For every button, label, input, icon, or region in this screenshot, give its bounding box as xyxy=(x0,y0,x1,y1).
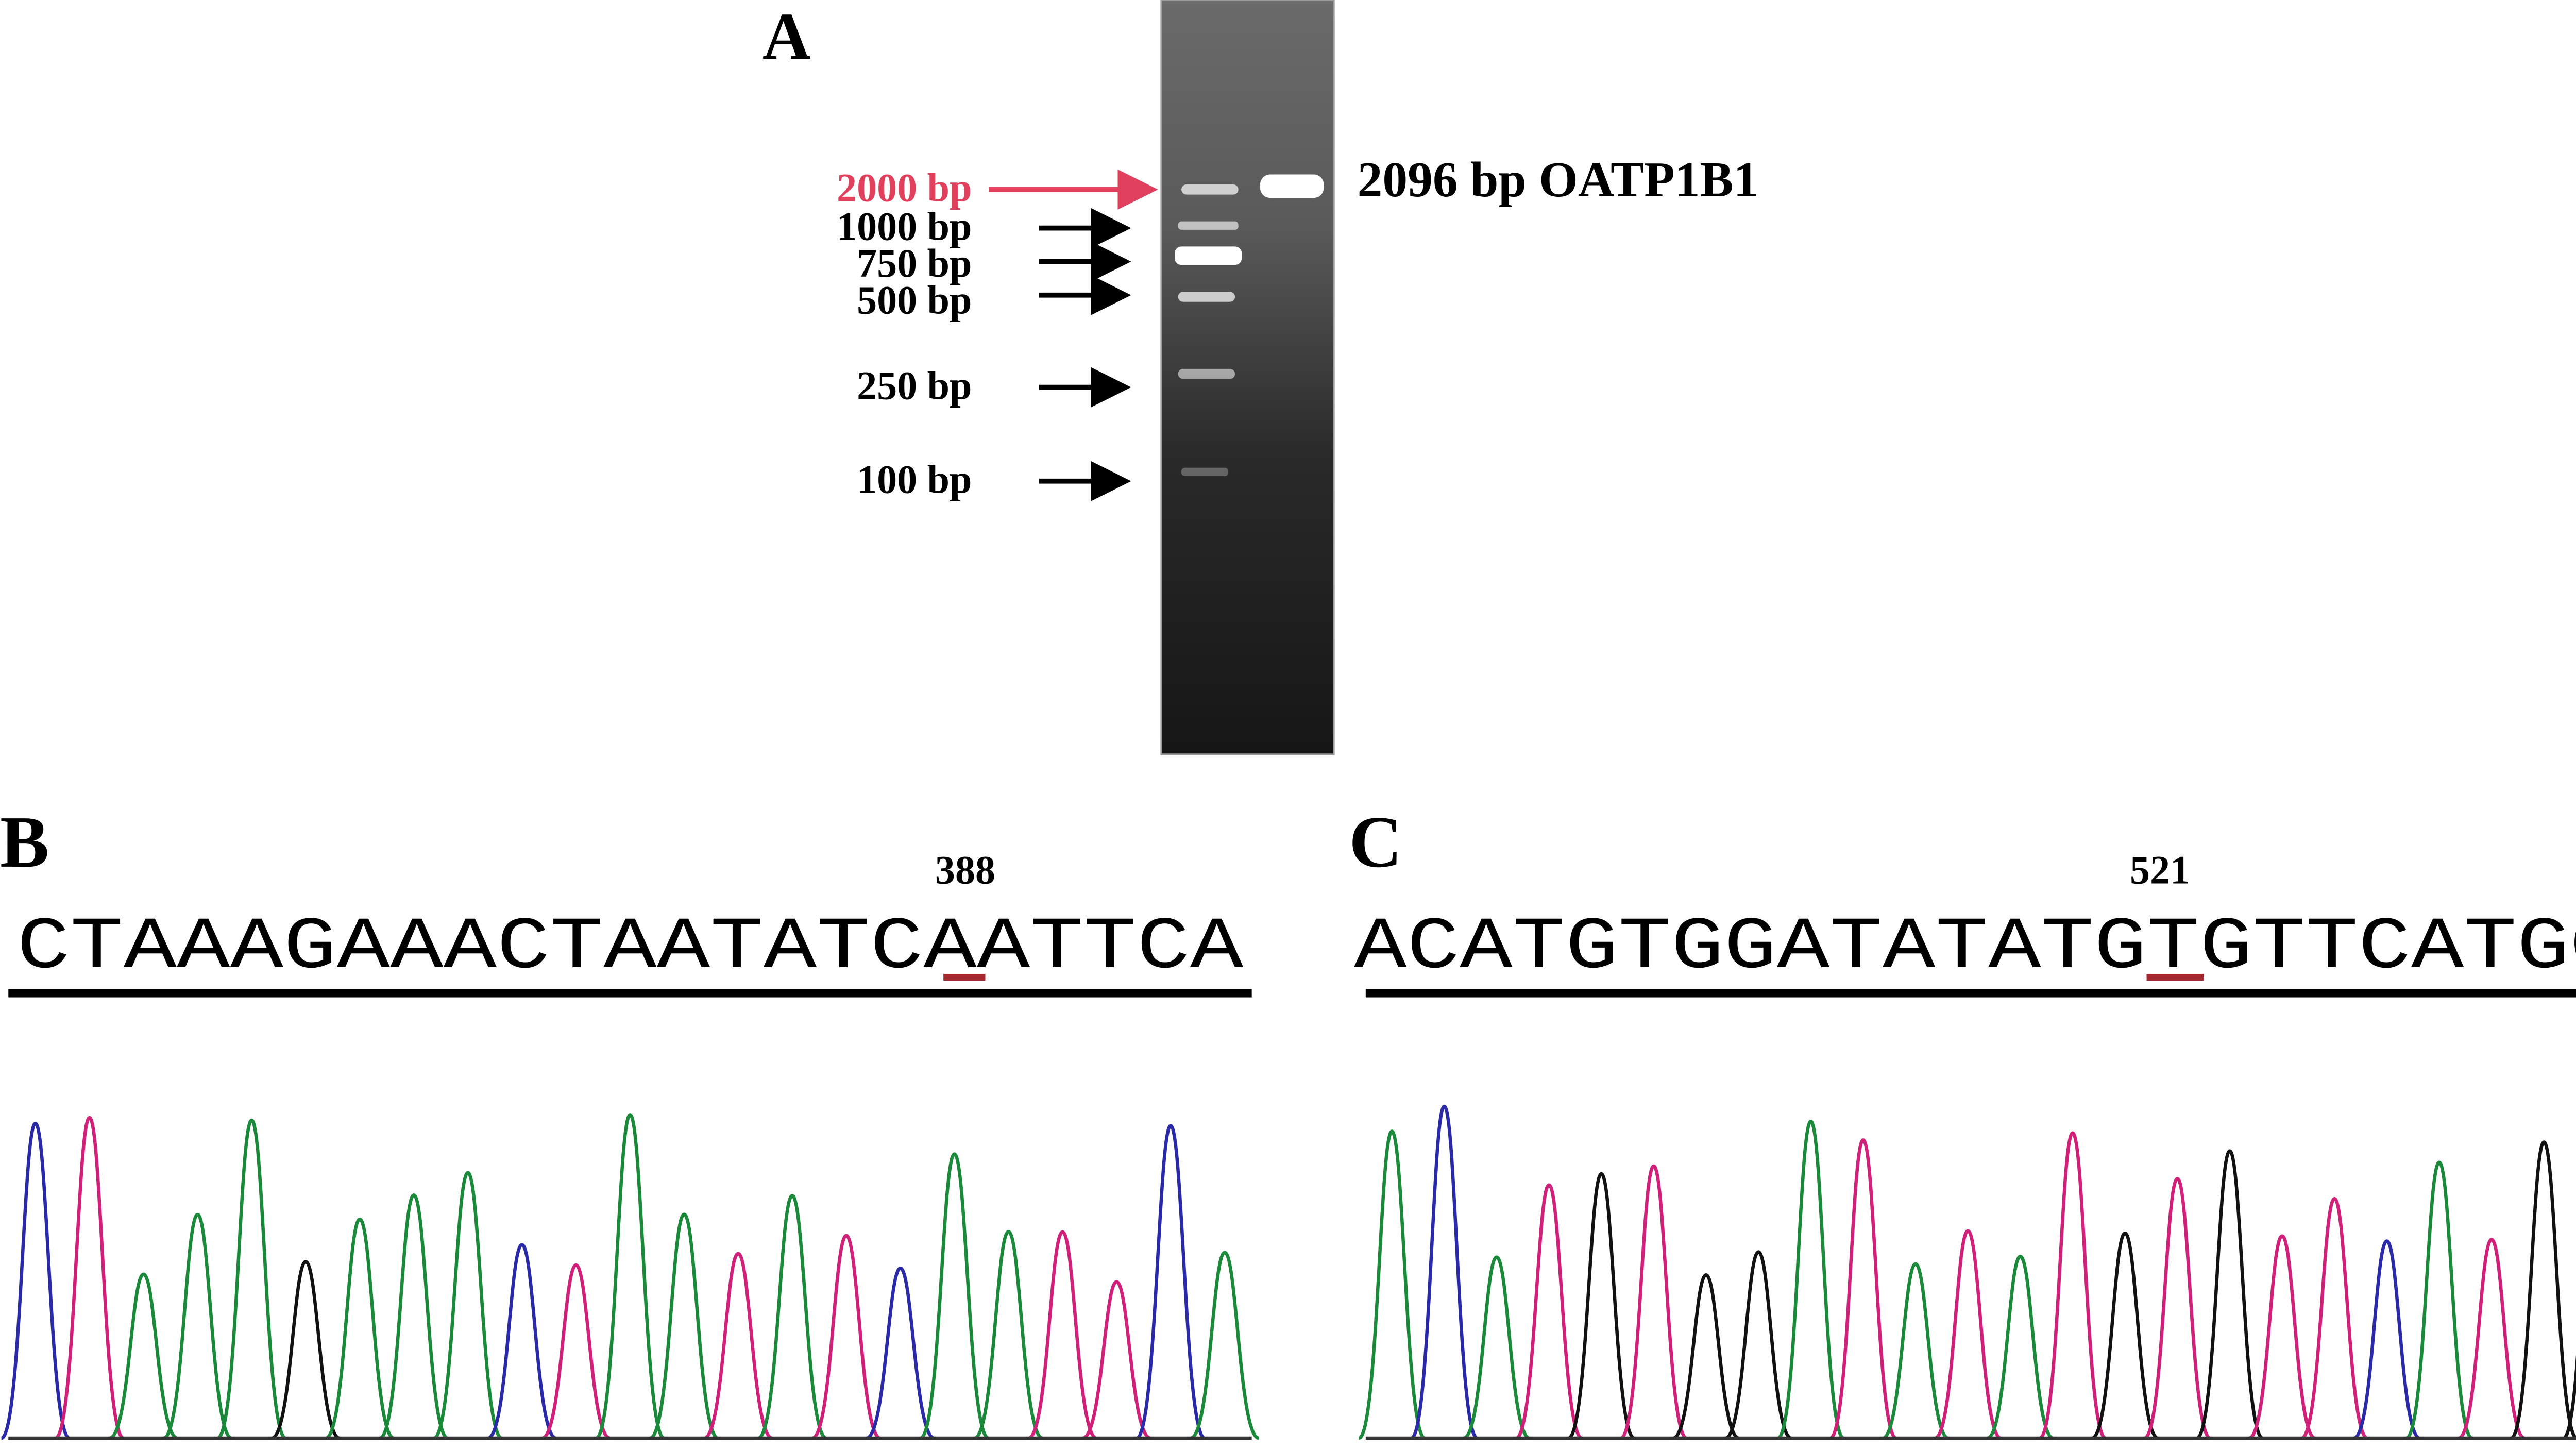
sequence-bar xyxy=(8,989,1252,998)
panel-label: A xyxy=(762,0,811,74)
trace-peak xyxy=(1358,1129,1426,1440)
trace-peak xyxy=(1934,1229,2002,1440)
trace-peak xyxy=(2143,1177,2211,1440)
trace-peak xyxy=(1882,1262,1950,1440)
trace-peak xyxy=(2091,1231,2159,1440)
trace-peak xyxy=(54,1116,125,1440)
sequence-bar xyxy=(1365,989,2576,998)
position-label: 388 xyxy=(935,847,995,892)
trace-peak xyxy=(0,1121,71,1440)
ladder-label: 250 bp xyxy=(857,363,972,408)
trace-peak xyxy=(1620,1164,1688,1440)
trace-peak xyxy=(649,1212,719,1440)
trace-peak xyxy=(1515,1183,1583,1440)
trace-peak xyxy=(2405,1160,2473,1440)
trace-peak xyxy=(325,1217,395,1440)
sequence: ACATGTGGATATATGTGTTCATGG xyxy=(1354,906,2576,989)
trace-peak xyxy=(919,1152,990,1440)
trace-peak xyxy=(757,1194,827,1440)
trace-peak xyxy=(541,1263,611,1440)
trace-peak xyxy=(1567,1172,1635,1440)
trace-peak xyxy=(2039,1131,2107,1440)
trace-peak xyxy=(866,1266,935,1440)
trace-peak xyxy=(2196,1149,2264,1440)
trace-peak xyxy=(379,1193,449,1440)
trace-peak xyxy=(2458,1238,2526,1440)
ladder-arrows xyxy=(989,169,1158,501)
trace-peak xyxy=(2248,1234,2316,1440)
trace-peak xyxy=(703,1252,773,1440)
trace-peak xyxy=(2510,1140,2576,1440)
trace-peak xyxy=(487,1243,557,1440)
trace-peak xyxy=(109,1272,178,1440)
ladder-label: 2000 bp xyxy=(837,165,972,210)
trace-peak xyxy=(1724,1250,1792,1440)
trace-peak xyxy=(1777,1120,1845,1440)
panel-label: C xyxy=(1349,801,1402,883)
trace-peak xyxy=(163,1212,233,1440)
ladder-label: 1000 bp xyxy=(837,204,972,248)
sequence: CTAAAGAAACTAATATCAATTCA xyxy=(17,906,1244,989)
trace-peak xyxy=(1136,1124,1206,1440)
ladder-label: 500 bp xyxy=(857,277,972,322)
gel-bands xyxy=(1175,174,1324,476)
trace-peak xyxy=(595,1113,665,1440)
chromatogram xyxy=(1358,1104,2576,1440)
trace-peak xyxy=(1082,1280,1151,1440)
snp-underline xyxy=(943,974,986,981)
trace-peak xyxy=(1190,1251,1260,1440)
trace-peak xyxy=(1829,1138,1897,1440)
panel-label: B xyxy=(0,801,49,883)
trace-peak xyxy=(1987,1255,2054,1440)
trace-peak xyxy=(811,1234,882,1440)
trace-peak xyxy=(1027,1230,1097,1440)
trace-peak xyxy=(1672,1273,1740,1440)
chromatogram xyxy=(0,1113,1260,1440)
trace-peak xyxy=(216,1118,287,1440)
trace-peak xyxy=(1410,1104,1479,1440)
trace-peak xyxy=(433,1171,503,1440)
snp-underline xyxy=(2146,974,2204,981)
ladder-label: 750 bp xyxy=(857,241,972,285)
trace-peak xyxy=(2353,1239,2421,1440)
band-label: 2096 bp OATP1B1 xyxy=(1358,152,1759,208)
trace-peak xyxy=(271,1260,341,1440)
trace-peak xyxy=(2300,1196,2368,1440)
trace-peak xyxy=(1463,1255,1531,1440)
position-label: 521 xyxy=(2130,847,2190,892)
ladder-label: 100 bp xyxy=(857,457,972,502)
trace-peak xyxy=(974,1230,1043,1440)
